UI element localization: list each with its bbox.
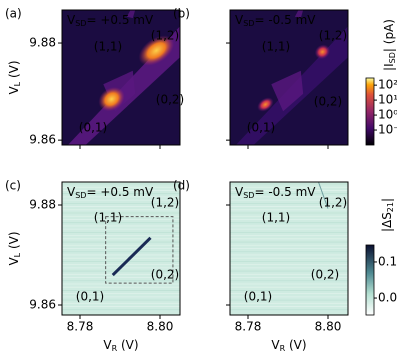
- heatmap-feature: [257, 97, 274, 112]
- region-label: (0,2): [311, 268, 339, 282]
- y-tick-label: 9.88: [29, 198, 56, 212]
- region-label: (1,1): [94, 40, 122, 54]
- region-label: (0,2): [156, 93, 184, 107]
- label-part: (V): [7, 60, 21, 81]
- region-label: (0,1): [79, 121, 107, 135]
- x-tick-label: 8.80: [315, 320, 342, 334]
- panel-label: (c): [5, 179, 21, 193]
- label-part: V: [67, 185, 76, 199]
- plot-frame: [229, 9, 349, 146]
- label-part: V: [235, 13, 244, 27]
- colorbar: [365, 244, 375, 316]
- subscript: SD: [243, 191, 254, 200]
- region-box: [105, 216, 174, 284]
- subscript: SD: [75, 191, 86, 200]
- label-part: = +0.5 mV: [86, 185, 154, 199]
- subscript: L: [13, 252, 22, 257]
- region-label: (1,1): [94, 211, 122, 225]
- region-label: (1,1): [262, 40, 290, 54]
- y-axis-label: VL (V): [7, 60, 22, 94]
- subscript: SD: [388, 52, 397, 63]
- region-label: (0,2): [314, 95, 342, 109]
- label-part: = +0.5 mV: [86, 13, 154, 27]
- x-tick-label: 8.78: [67, 320, 94, 334]
- y-tick-label: 9.86: [29, 298, 56, 312]
- heatmap-feature: [314, 44, 331, 60]
- region-label: (1,2): [319, 196, 347, 210]
- label-part: V: [103, 338, 112, 352]
- x-axis-label: VR (V): [103, 338, 138, 353]
- subscript: R: [112, 344, 118, 353]
- heatmap-feature: [111, 236, 152, 277]
- region-label: (0,1): [244, 290, 272, 304]
- region-label: (1,2): [151, 196, 179, 210]
- region-label: (0,1): [76, 290, 104, 304]
- panel-label: (b): [173, 7, 190, 21]
- label-part: V: [7, 86, 21, 95]
- colorbar-label: |ISD| (pA): [382, 19, 397, 71]
- label-part: V: [67, 13, 76, 27]
- colorbar-tick-label: 10⁰: [378, 108, 397, 122]
- colorbar-tick-label: 10¹: [378, 93, 397, 107]
- panel: [230, 10, 348, 146]
- annotation: VSD= -0.5 mV: [235, 13, 316, 28]
- heatmap-feature: [318, 181, 329, 209]
- x-axis-label: VR (V): [271, 338, 306, 353]
- subscript: SD: [243, 19, 254, 28]
- label-part: V: [271, 338, 280, 352]
- region-label: (1,2): [319, 29, 347, 43]
- annotation: VSD= -0.5 mV: [235, 185, 316, 200]
- y-axis-label: VL (V): [7, 231, 22, 265]
- panel: [62, 182, 180, 315]
- label-part: = -0.5 mV: [254, 13, 316, 27]
- plot-frame: [61, 9, 181, 146]
- label-part: (V): [7, 231, 21, 252]
- annotation: VSD= +0.5 mV: [67, 185, 154, 200]
- colorbar-tick-label: 10⁻¹: [378, 123, 397, 137]
- heatmap-feature: [294, 10, 304, 19]
- panel-label: (a): [5, 7, 22, 21]
- label-part: V: [235, 185, 244, 199]
- region-label: (0,1): [247, 121, 275, 135]
- panel: [230, 181, 348, 315]
- label-part: (V): [285, 338, 306, 352]
- y-tick-label: 9.86: [29, 133, 56, 147]
- colorbar-tick-label: 0.1: [378, 254, 397, 268]
- y-tick-label: 9.88: [29, 36, 56, 50]
- x-tick-label: 8.78: [235, 320, 262, 334]
- panel: [62, 10, 180, 146]
- heatmap-feature: [271, 70, 304, 112]
- label-part: |I: [382, 63, 396, 71]
- label-part: = -0.5 mV: [254, 185, 316, 199]
- plot-frame: [229, 181, 349, 316]
- subscript: 21: [386, 202, 395, 212]
- region-label: (1,1): [262, 211, 290, 225]
- region-label: (1,2): [151, 29, 179, 43]
- colorbar-tick-label: 0.0: [378, 291, 397, 305]
- plot-frame: [61, 181, 181, 316]
- colorbar-tick-label: 10²: [378, 78, 397, 92]
- region-label: (0,2): [151, 268, 179, 282]
- label-part: |: [380, 198, 394, 202]
- x-tick-label: 8.80: [147, 320, 174, 334]
- label-part: (V): [117, 338, 138, 352]
- panel-label: (d): [173, 179, 190, 193]
- heatmap-feature: [126, 10, 136, 19]
- colorbar: [365, 77, 375, 146]
- heatmap-feature: [98, 87, 125, 112]
- subscript: SD: [75, 19, 86, 28]
- label-part: |ΔS: [380, 212, 394, 232]
- colorbar-label: |ΔS21|: [380, 198, 395, 232]
- subscript: R: [280, 344, 286, 353]
- subscript: L: [13, 81, 22, 86]
- label-part: | (pA): [382, 19, 396, 52]
- annotation: VSD= +0.5 mV: [67, 13, 154, 28]
- heatmap-feature: [138, 35, 175, 66]
- label-part: V: [7, 257, 21, 266]
